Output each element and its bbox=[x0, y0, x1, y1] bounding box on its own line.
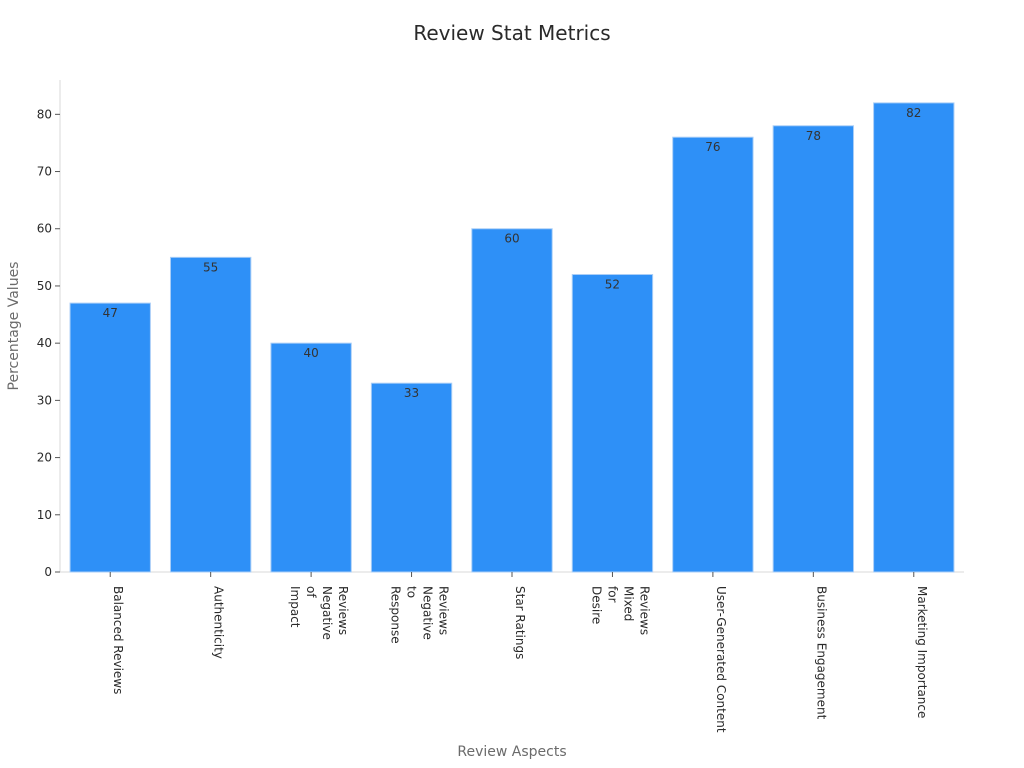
bar-value-label: 55 bbox=[203, 260, 218, 274]
y-ticks-group: 0 10 20 30 40 50 60 70 80 bbox=[37, 107, 60, 579]
x-tick-label-line: Business Engagement bbox=[814, 586, 828, 720]
x-tick-label-line: Impact bbox=[288, 586, 302, 628]
x-tick-label-line: to bbox=[405, 586, 419, 598]
x-tick-label: Response to Negative Reviews bbox=[389, 586, 451, 644]
bar-labels-group: 47 55 40 33 60 52 76 78 82 bbox=[103, 106, 922, 400]
y-tick-label: 40 bbox=[37, 336, 52, 350]
x-tick-label: Authenticity bbox=[212, 586, 226, 659]
bar bbox=[672, 136, 754, 573]
bar-value-label: 60 bbox=[504, 232, 519, 246]
bar-value-label: 82 bbox=[906, 106, 921, 120]
bar-value-label: 52 bbox=[605, 278, 620, 292]
x-tick-label: Desire for Mixed Reviews bbox=[589, 586, 651, 635]
x-tick-label: Impact of Negative Reviews bbox=[288, 586, 350, 640]
y-tick-label: 60 bbox=[37, 222, 52, 236]
y-tick-label: 70 bbox=[37, 165, 52, 179]
bar bbox=[169, 256, 252, 573]
x-tick-label: Star Ratings bbox=[513, 586, 527, 659]
chart-title: Review Stat Metrics bbox=[413, 21, 610, 45]
bar bbox=[270, 342, 352, 573]
y-tick-label: 20 bbox=[37, 451, 52, 465]
x-tick-label-line: Marketing Importance bbox=[915, 586, 929, 718]
bar-value-label: 40 bbox=[303, 346, 318, 360]
x-tick-label-line: Mixed bbox=[621, 586, 635, 621]
x-tick-label-line: Balanced Reviews bbox=[111, 586, 125, 694]
bar bbox=[69, 302, 151, 573]
x-tick-label: Business Engagement bbox=[814, 586, 828, 720]
x-tick-label-line: Response bbox=[389, 586, 403, 644]
bar-value-label: 33 bbox=[404, 386, 419, 400]
x-tick-label-line: Reviews bbox=[637, 586, 651, 635]
bar bbox=[873, 102, 955, 573]
x-axis-title: Review Aspects bbox=[457, 744, 566, 760]
bar-value-label: 76 bbox=[705, 140, 720, 154]
bar bbox=[571, 274, 654, 573]
bar bbox=[471, 228, 553, 573]
y-tick-label: 10 bbox=[37, 508, 52, 522]
x-tick-label-line: Desire bbox=[589, 586, 603, 624]
x-tick-label-line: Reviews bbox=[336, 586, 350, 635]
x-tick-label: Marketing Importance bbox=[915, 586, 929, 718]
x-tick-label-line: User-Generated Content bbox=[714, 586, 728, 733]
x-ticks-group: Balanced Reviews Authenticity Impact of Nega… bbox=[109, 572, 929, 733]
x-tick-label: User-Generated Content bbox=[714, 586, 728, 733]
y-tick-label: 50 bbox=[37, 279, 52, 293]
x-tick-label-line: Negative bbox=[320, 586, 334, 640]
bar-value-label: 78 bbox=[806, 129, 821, 143]
y-tick-label: 30 bbox=[37, 393, 52, 407]
x-tick-label: Balanced Reviews bbox=[111, 586, 125, 694]
bars-group bbox=[69, 102, 955, 573]
x-tick-label-line: Negative bbox=[421, 586, 435, 640]
x-tick-label-line: for bbox=[605, 586, 619, 603]
x-tick-label-line: Star Ratings bbox=[513, 586, 527, 659]
x-tick-label-line: of bbox=[304, 586, 318, 598]
bar bbox=[772, 125, 855, 573]
bar-value-label: 47 bbox=[103, 306, 118, 320]
y-axis-title: Percentage Values bbox=[6, 262, 22, 391]
x-tick-label-line: Reviews bbox=[437, 586, 451, 635]
y-tick-label: 0 bbox=[44, 565, 52, 579]
x-tick-label-line: Authenticity bbox=[212, 586, 226, 659]
bar bbox=[370, 382, 453, 573]
y-tick-label: 80 bbox=[37, 107, 52, 121]
